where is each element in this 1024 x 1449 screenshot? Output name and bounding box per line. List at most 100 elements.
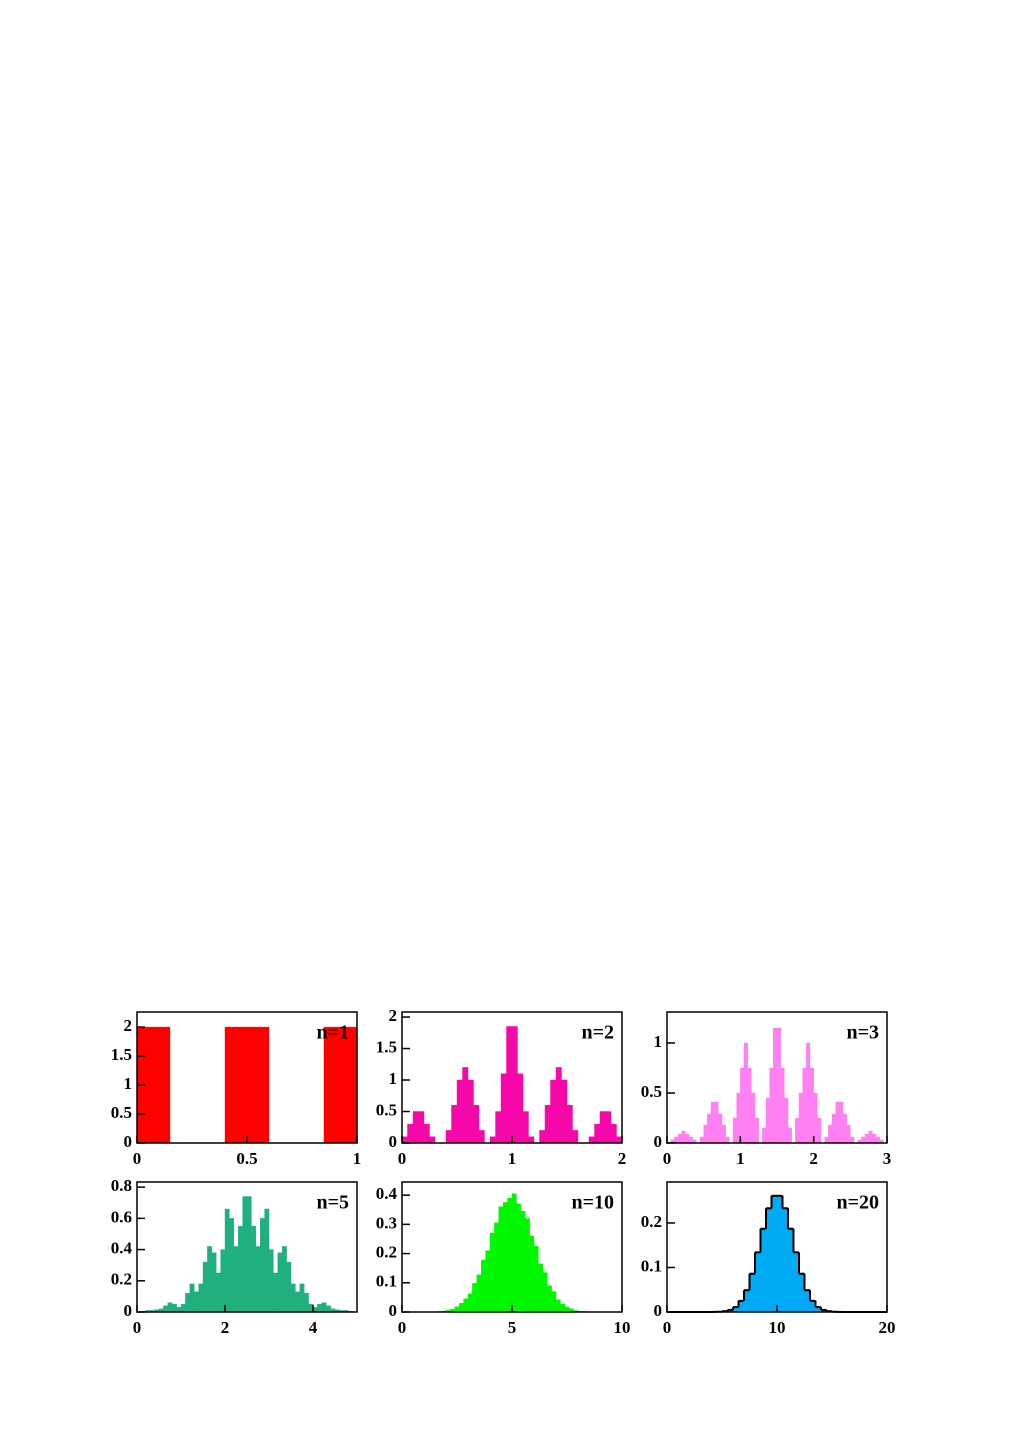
bar <box>842 1113 847 1144</box>
bar <box>544 1105 551 1144</box>
bar <box>516 1203 522 1313</box>
bar <box>802 1067 807 1144</box>
bar <box>560 1303 566 1313</box>
bar <box>831 1113 836 1144</box>
bar <box>237 1225 243 1313</box>
y-tick-label: 1.5 <box>376 1037 397 1056</box>
y-tick-label: 0.5 <box>641 1082 662 1101</box>
bar <box>511 1193 517 1313</box>
bar <box>495 1111 502 1144</box>
bar <box>277 1252 283 1313</box>
bar <box>418 1111 425 1144</box>
bar <box>813 1092 818 1144</box>
y-tick-label: 0.2 <box>641 1212 662 1231</box>
bar <box>260 1218 265 1313</box>
y-tick-label: 0 <box>654 1301 663 1320</box>
x-tick-label: 10 <box>769 1318 786 1337</box>
bar <box>317 1303 322 1313</box>
y-tick-label: 2 <box>124 1016 133 1035</box>
y-tick-label: 0 <box>124 1132 133 1151</box>
y-tick-label: 0.2 <box>111 1270 132 1289</box>
bar <box>193 1291 199 1313</box>
bar <box>751 1092 756 1144</box>
y-tick-label: 0 <box>389 1132 398 1151</box>
bar <box>158 1026 171 1144</box>
bar <box>732 1117 737 1144</box>
bar <box>215 1272 221 1313</box>
bar <box>555 1067 562 1144</box>
bar <box>754 1117 759 1144</box>
bar <box>423 1123 430 1144</box>
bar <box>765 1097 770 1144</box>
bar <box>207 1246 212 1313</box>
bar <box>674 1136 679 1144</box>
bar <box>776 1027 781 1144</box>
y-tick-label: 0 <box>654 1132 663 1151</box>
bar <box>529 1235 535 1313</box>
bar <box>246 1026 259 1144</box>
bar <box>677 1133 682 1144</box>
bar <box>473 1105 480 1144</box>
bar <box>784 1097 789 1144</box>
y-tick-label: 1 <box>389 1069 398 1088</box>
bar <box>798 1092 803 1144</box>
x-tick-label: 20 <box>879 1318 896 1337</box>
bar <box>550 1079 557 1144</box>
bar <box>517 1073 524 1144</box>
bar <box>211 1252 217 1313</box>
panel-label: n=2 <box>581 1022 614 1044</box>
bar <box>835 1101 840 1144</box>
bar <box>594 1123 601 1144</box>
bar <box>185 1293 190 1313</box>
x-tick-label: 0.5 <box>236 1149 257 1168</box>
plot-frame <box>666 1011 888 1144</box>
bar <box>539 1130 546 1144</box>
bar <box>467 1079 474 1144</box>
bar <box>257 1026 270 1144</box>
bar <box>538 1263 544 1313</box>
y-tick-label: 0.5 <box>111 1103 132 1122</box>
bar <box>147 1026 160 1144</box>
x-tick-label: 4 <box>309 1318 318 1337</box>
panel-label: n=5 <box>316 1192 349 1214</box>
bar <box>561 1079 568 1144</box>
x-tick-label: 0 <box>663 1318 672 1337</box>
bar <box>839 1101 844 1144</box>
bar <box>189 1283 195 1313</box>
bar <box>721 1124 726 1144</box>
bar <box>273 1272 278 1313</box>
x-tick-label: 0 <box>133 1149 142 1168</box>
bar <box>321 1302 327 1313</box>
bar <box>451 1105 458 1144</box>
x-tick-label: 1 <box>508 1149 517 1168</box>
bar <box>771 1195 778 1313</box>
bar <box>616 1136 623 1144</box>
bar <box>522 1111 529 1144</box>
bar <box>806 1042 811 1144</box>
bar <box>401 1136 408 1144</box>
bar <box>326 1305 331 1313</box>
bar <box>681 1130 686 1144</box>
panel-label: n=3 <box>846 1022 879 1044</box>
bar <box>485 1250 491 1313</box>
bar <box>264 1208 270 1313</box>
bar <box>454 1306 460 1313</box>
y-tick-label: 0.1 <box>376 1272 397 1291</box>
y-tick-label: 0.3 <box>376 1213 397 1232</box>
bar <box>255 1246 261 1313</box>
bar <box>525 1218 530 1313</box>
bar <box>528 1136 535 1144</box>
bar <box>699 1136 704 1144</box>
bar <box>345 1026 358 1144</box>
bar <box>476 1274 482 1313</box>
bar <box>703 1124 708 1144</box>
bar <box>740 1067 745 1144</box>
bar <box>828 1124 833 1144</box>
bar <box>489 1136 496 1144</box>
y-tick-label: 0.4 <box>376 1184 398 1203</box>
bar <box>299 1283 305 1313</box>
x-tick-label: 0 <box>398 1318 407 1337</box>
bar <box>588 1136 595 1144</box>
